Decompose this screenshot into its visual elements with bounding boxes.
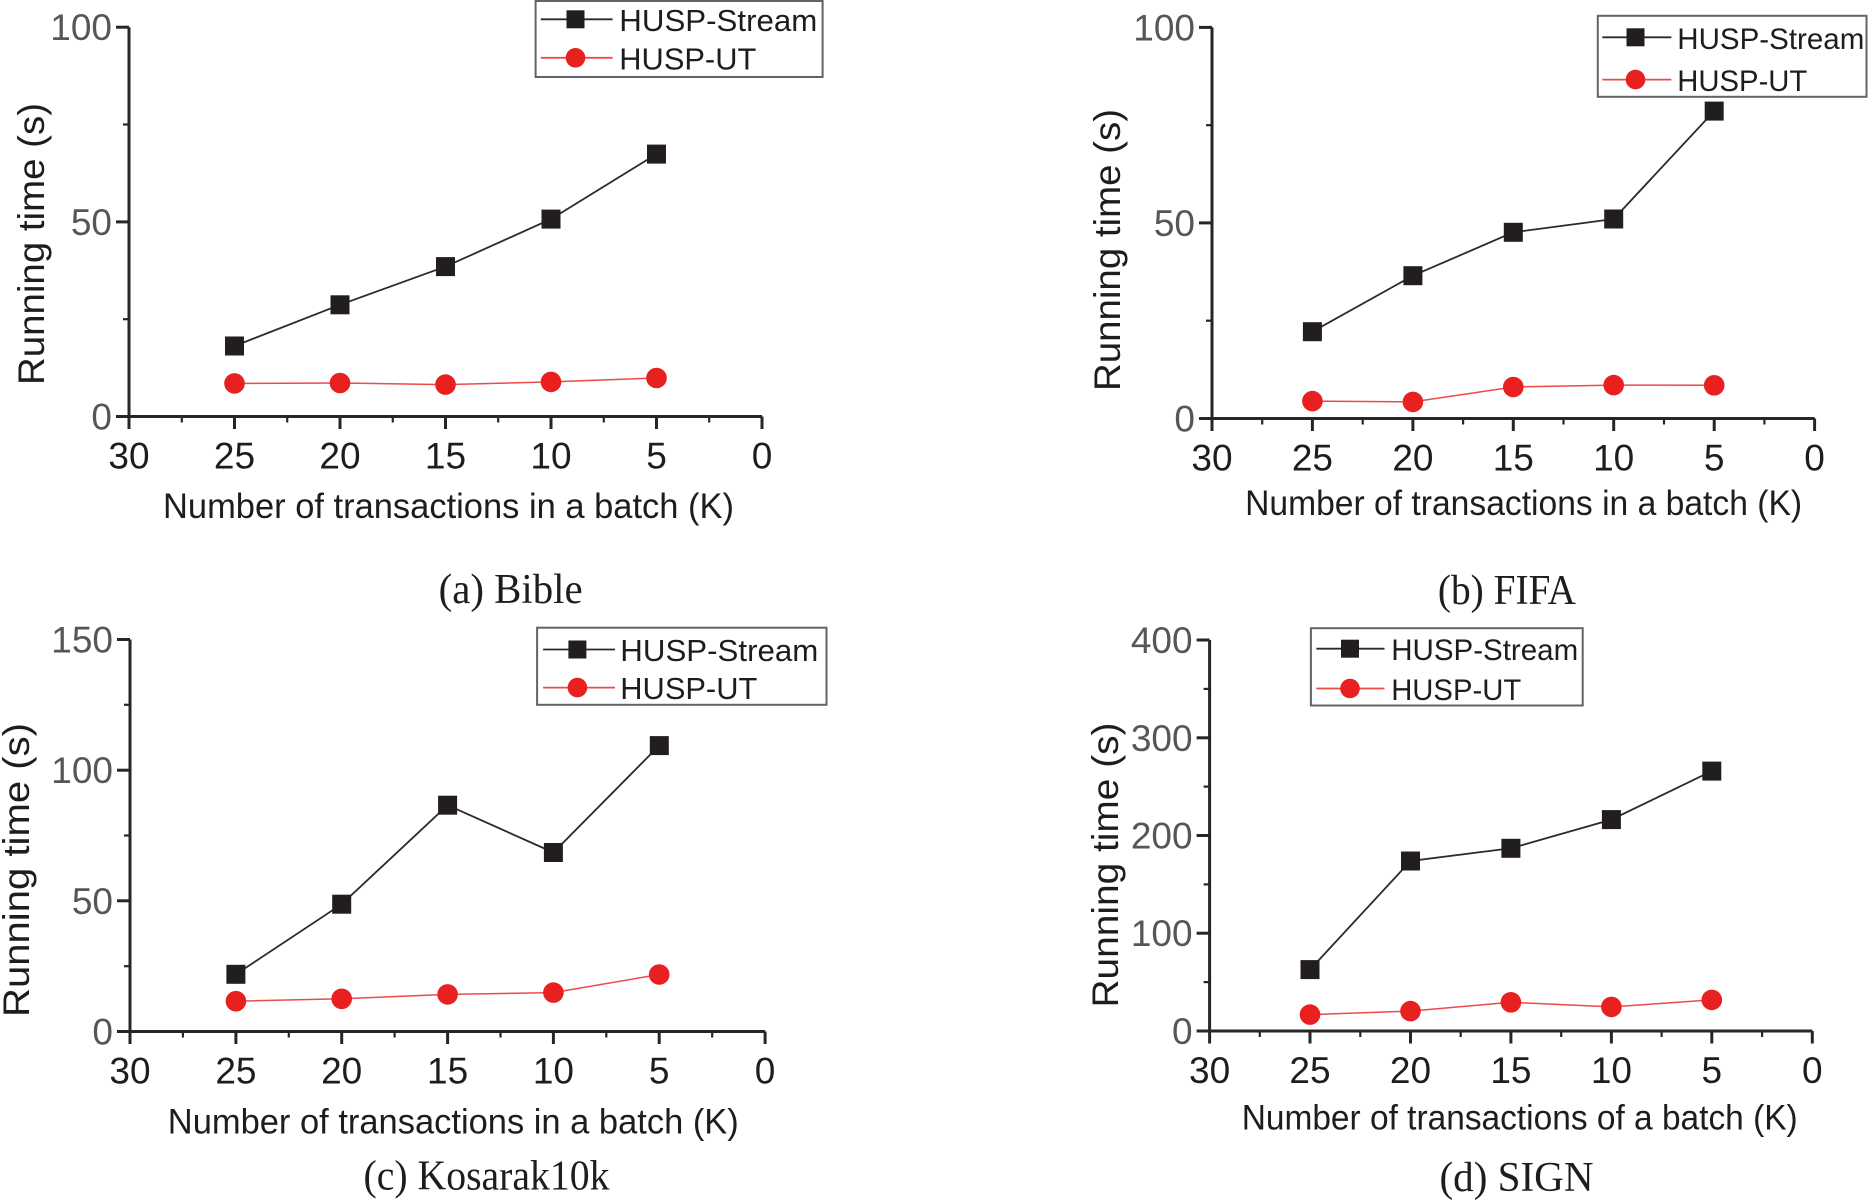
svg-text:10: 10 [530, 436, 571, 477]
svg-text:50: 50 [1154, 203, 1195, 244]
svg-text:10: 10 [533, 1051, 574, 1092]
svg-text:20: 20 [319, 436, 360, 477]
svg-text:15: 15 [427, 1051, 468, 1092]
svg-text:30: 30 [1191, 438, 1232, 479]
svg-text:0: 0 [1804, 438, 1825, 479]
svg-text:HUSP-Stream: HUSP-Stream [620, 633, 818, 668]
svg-text:HUSP-Stream: HUSP-Stream [1391, 634, 1578, 667]
svg-text:(d) SIGN: (d) SIGN [1440, 1155, 1594, 1200]
svg-text:Number of transactions of a ba: Number of transactions of a batch (K) [1242, 1099, 1798, 1138]
svg-text:(a) Bible: (a) Bible [439, 567, 583, 613]
svg-text:300: 300 [1131, 718, 1193, 759]
svg-text:0: 0 [752, 436, 773, 477]
svg-text:Running time (s): Running time (s) [11, 103, 52, 385]
svg-text:25: 25 [1292, 438, 1333, 479]
svg-text:10: 10 [1593, 438, 1634, 479]
svg-text:100: 100 [1133, 7, 1195, 48]
svg-text:(b) FIFA: (b) FIFA [1438, 568, 1577, 614]
svg-text:100: 100 [51, 750, 113, 791]
svg-text:25: 25 [214, 436, 255, 477]
svg-text:400: 400 [1131, 620, 1193, 661]
svg-text:5: 5 [1704, 438, 1725, 479]
svg-text:HUSP-UT: HUSP-UT [1677, 65, 1807, 98]
svg-text:15: 15 [425, 436, 466, 477]
svg-text:0: 0 [1802, 1050, 1823, 1091]
svg-text:HUSP-Stream: HUSP-Stream [1677, 23, 1864, 56]
svg-text:5: 5 [1702, 1050, 1723, 1091]
svg-text:0: 0 [755, 1051, 776, 1092]
svg-text:30: 30 [1189, 1050, 1230, 1091]
svg-text:10: 10 [1591, 1050, 1632, 1091]
svg-text:30: 30 [109, 1051, 150, 1092]
svg-text:50: 50 [71, 202, 112, 243]
svg-text:Running time (s): Running time (s) [1087, 109, 1128, 391]
svg-text:15: 15 [1490, 1050, 1531, 1091]
svg-text:0: 0 [1174, 399, 1195, 440]
svg-text:5: 5 [646, 436, 667, 477]
svg-text:Running time (s): Running time (s) [0, 723, 37, 1017]
svg-text:HUSP-UT: HUSP-UT [1391, 674, 1521, 707]
svg-text:15: 15 [1493, 438, 1534, 479]
svg-text:Number of transactions in a ba: Number of transactions in a batch (K) [163, 487, 734, 526]
svg-text:HUSP-UT: HUSP-UT [620, 671, 757, 706]
svg-text:25: 25 [1289, 1050, 1330, 1091]
svg-text:20: 20 [1392, 438, 1433, 479]
svg-text:150: 150 [51, 620, 113, 661]
svg-text:0: 0 [1172, 1011, 1193, 1052]
svg-text:0: 0 [91, 397, 112, 438]
svg-text:Running time (s): Running time (s) [1085, 723, 1126, 1008]
svg-text:HUSP-Stream: HUSP-Stream [619, 3, 817, 38]
svg-text:(c) Kosarak10k: (c) Kosarak10k [364, 1154, 610, 1200]
svg-text:HUSP-UT: HUSP-UT [619, 41, 756, 76]
svg-text:100: 100 [1131, 913, 1193, 954]
svg-text:100: 100 [50, 7, 112, 48]
svg-text:Number of transactions in a ba: Number of transactions in a batch (K) [1245, 484, 1802, 523]
svg-text:25: 25 [215, 1051, 256, 1092]
svg-text:50: 50 [72, 881, 113, 922]
svg-text:Number of transactions in a ba: Number of transactions in a batch (K) [168, 1103, 739, 1142]
svg-text:200: 200 [1131, 816, 1193, 857]
svg-text:20: 20 [1390, 1050, 1431, 1091]
svg-text:5: 5 [649, 1051, 670, 1092]
svg-text:0: 0 [92, 1012, 113, 1053]
svg-text:20: 20 [321, 1051, 362, 1092]
svg-text:30: 30 [108, 436, 149, 477]
